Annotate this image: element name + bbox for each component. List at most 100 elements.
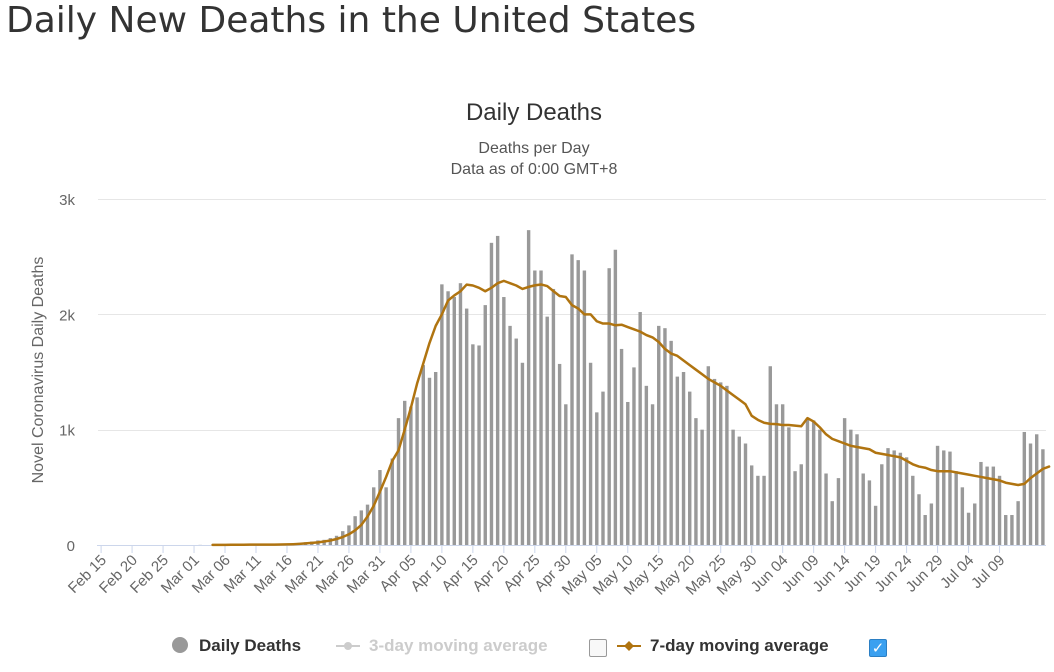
daily-deaths-bar[interactable]	[935, 445, 940, 545]
daily-deaths-bar[interactable]	[960, 487, 965, 545]
daily-deaths-bar[interactable]	[650, 404, 655, 545]
daily-deaths-bar[interactable]	[1004, 515, 1008, 545]
daily-deaths-bar[interactable]	[489, 242, 494, 545]
daily-deaths-bar[interactable]	[403, 400, 407, 545]
daily-deaths-bar[interactable]	[539, 270, 543, 545]
daily-deaths-bar[interactable]	[365, 504, 370, 545]
daily-deaths-bar[interactable]	[799, 464, 803, 545]
daily-deaths-bar[interactable]	[880, 464, 884, 545]
daily-deaths-bar[interactable]	[1041, 449, 1045, 545]
daily-deaths-bar[interactable]	[390, 458, 395, 546]
daily-deaths-bar[interactable]	[762, 475, 766, 545]
daily-deaths-bar[interactable]	[502, 297, 506, 545]
daily-deaths-bar[interactable]	[948, 451, 952, 545]
daily-deaths-bar[interactable]	[731, 429, 735, 545]
daily-deaths-bar[interactable]	[675, 376, 680, 545]
daily-deaths-bar[interactable]	[508, 325, 512, 545]
daily-deaths-bar[interactable]	[985, 466, 989, 545]
daily-deaths-bar[interactable]	[873, 505, 878, 545]
series-line-7-day-moving-average[interactable]	[211, 279, 1051, 547]
daily-deaths-bar[interactable]	[743, 443, 748, 545]
daily-deaths-bar[interactable]	[433, 372, 438, 545]
daily-deaths-bar[interactable]	[384, 487, 388, 545]
daily-deaths-bar[interactable]	[997, 475, 1002, 545]
daily-deaths-bar[interactable]	[514, 338, 518, 545]
daily-deaths-bar[interactable]	[805, 418, 810, 545]
daily-deaths-bar[interactable]	[657, 325, 661, 545]
daily-deaths-bar[interactable]	[1035, 434, 1039, 545]
daily-deaths-bar[interactable]	[849, 429, 853, 545]
daily-deaths-bar[interactable]	[1022, 431, 1027, 545]
daily-deaths-bar[interactable]	[855, 434, 859, 545]
legend-item-7-day-moving-average[interactable]: 7-day moving average	[650, 634, 829, 658]
daily-deaths-bar[interactable]	[601, 391, 605, 545]
daily-deaths-bar[interactable]	[334, 535, 339, 545]
daily-deaths-bar[interactable]	[830, 501, 834, 545]
daily-deaths-bar[interactable]	[768, 366, 772, 545]
daily-deaths-bar[interactable]	[942, 450, 946, 545]
daily-deaths-bar[interactable]	[545, 316, 549, 545]
daily-deaths-bar[interactable]	[700, 429, 704, 545]
daily-deaths-bar[interactable]	[966, 512, 971, 545]
daily-deaths-bar[interactable]	[626, 401, 630, 545]
daily-deaths-bar[interactable]	[483, 305, 487, 545]
daily-deaths-bar[interactable]	[836, 478, 841, 545]
daily-deaths-bar[interactable]	[904, 457, 909, 545]
daily-deaths-bar[interactable]	[638, 312, 642, 545]
daily-deaths-bar[interactable]	[973, 503, 977, 545]
daily-deaths-bar[interactable]	[1010, 515, 1014, 545]
daily-deaths-bar[interactable]	[464, 308, 469, 545]
daily-deaths-bar[interactable]	[359, 510, 364, 545]
daily-deaths-bar[interactable]	[929, 503, 934, 545]
daily-deaths-bar[interactable]	[669, 340, 673, 545]
daily-deaths-bar[interactable]	[576, 260, 580, 545]
daily-deaths-bar[interactable]	[495, 235, 500, 545]
daily-deaths-bar[interactable]	[570, 254, 574, 546]
legend-3-day-marker[interactable]	[336, 642, 360, 650]
daily-deaths-bar[interactable]	[396, 418, 401, 545]
daily-deaths-bar[interactable]	[774, 404, 779, 545]
daily-deaths-bar[interactable]	[756, 475, 760, 545]
daily-deaths-bar[interactable]	[619, 348, 624, 545]
daily-deaths-bar[interactable]	[613, 249, 618, 545]
daily-deaths-bar[interactable]	[533, 270, 537, 545]
daily-deaths-bar[interactable]	[663, 328, 667, 545]
daily-deaths-bar[interactable]	[595, 412, 599, 545]
daily-deaths-bar[interactable]	[564, 404, 568, 545]
legend-item-3-day-moving-average[interactable]: 3-day moving average	[369, 634, 548, 658]
daily-deaths-bar[interactable]	[842, 418, 847, 545]
checkbox-7-day-moving-average[interactable]: ✓	[869, 639, 887, 657]
legend-7-day-marker[interactable]	[617, 641, 641, 651]
daily-deaths-bar[interactable]	[749, 465, 754, 545]
daily-deaths-bar[interactable]	[979, 461, 983, 545]
daily-deaths-bar[interactable]	[458, 283, 463, 545]
daily-deaths-bar[interactable]	[886, 448, 890, 545]
daily-deaths-bar[interactable]	[725, 385, 729, 545]
daily-deaths-bar[interactable]	[520, 362, 525, 545]
daily-deaths-bar[interactable]	[694, 418, 698, 545]
legend-daily-deaths-marker[interactable]	[172, 637, 188, 653]
daily-deaths-bar[interactable]	[607, 268, 611, 545]
legend-item-daily-deaths[interactable]: Daily Deaths	[199, 634, 301, 658]
daily-deaths-bar[interactable]	[706, 366, 711, 545]
daily-deaths-bar[interactable]	[818, 429, 822, 545]
daily-deaths-bar[interactable]	[526, 230, 531, 545]
daily-deaths-bar[interactable]	[1028, 443, 1033, 545]
daily-deaths-bar[interactable]	[632, 367, 636, 545]
daily-deaths-bar[interactable]	[811, 420, 816, 545]
daily-deaths-bar[interactable]	[446, 291, 450, 545]
daily-deaths-bar[interactable]	[378, 470, 382, 545]
daily-deaths-bar[interactable]	[557, 363, 562, 545]
daily-deaths-bar[interactable]	[861, 473, 865, 545]
daily-deaths-bar[interactable]	[923, 515, 927, 545]
daily-deaths-bar[interactable]	[588, 362, 593, 545]
daily-deaths-bar[interactable]	[911, 475, 915, 545]
daily-deaths-bar[interactable]	[787, 427, 791, 545]
daily-deaths-bar[interactable]	[954, 471, 958, 545]
daily-deaths-bar[interactable]	[421, 365, 425, 545]
daily-deaths-bar[interactable]	[892, 450, 896, 545]
daily-deaths-bar[interactable]	[793, 471, 797, 545]
daily-deaths-bar[interactable]	[991, 466, 996, 545]
daily-deaths-bar[interactable]	[917, 494, 921, 545]
daily-deaths-bar[interactable]	[712, 378, 717, 545]
